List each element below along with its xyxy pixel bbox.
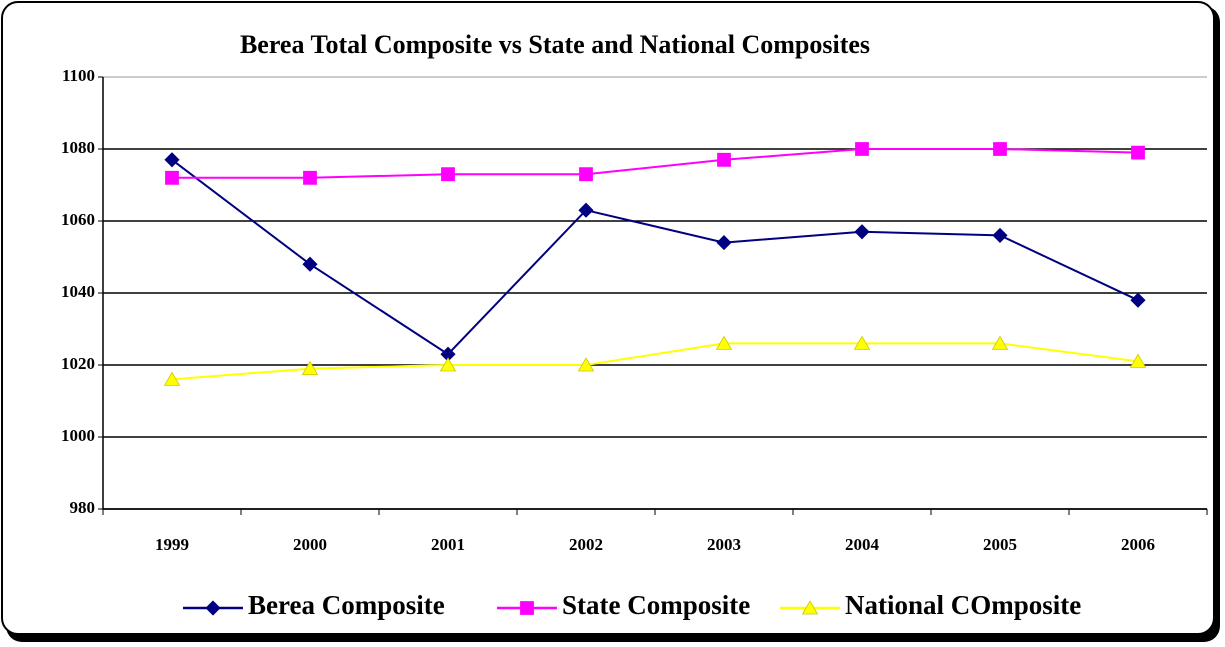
x-tick-label: 1999 (155, 535, 189, 554)
data-point (302, 256, 318, 272)
legend-marker (205, 600, 221, 616)
y-tick-label: 980 (70, 498, 96, 517)
data-point (715, 335, 733, 350)
data-point (301, 360, 319, 376)
data-point (164, 152, 180, 168)
legend-marker (801, 600, 819, 615)
series-line (171, 342, 1139, 381)
frame (1, 1, 1215, 635)
x-tick-label: 2001 (431, 535, 465, 554)
legend-label: State Composite (562, 590, 750, 620)
data-point (441, 167, 455, 182)
data-point (855, 142, 869, 156)
x-tick-label: 2002 (569, 535, 603, 554)
data-point (579, 167, 593, 182)
legend-label: Berea Composite (248, 590, 445, 620)
y-tick-label: 1060 (61, 210, 95, 229)
x-tick-label: 2006 (1121, 535, 1155, 554)
data-point (578, 202, 594, 218)
data-point (717, 152, 731, 167)
data-point (1130, 292, 1146, 308)
data-point (1129, 353, 1147, 368)
data-point (716, 235, 732, 251)
legend-label: National COmposite (845, 590, 1081, 620)
legend-marker (520, 601, 534, 615)
x-tick-label: 2003 (707, 535, 741, 554)
data-point (303, 170, 317, 185)
data-point (163, 371, 181, 386)
y-tick-label: 1100 (62, 66, 95, 85)
data-point (991, 335, 1009, 350)
data-point (439, 357, 457, 372)
series-line (172, 148, 1139, 179)
y-tick-label: 1000 (61, 426, 95, 445)
data-point (993, 142, 1007, 156)
y-tick-label: 1020 (61, 354, 95, 373)
series-line (171, 159, 1139, 356)
x-tick-label: 2005 (983, 535, 1017, 554)
data-point (165, 170, 179, 185)
data-point (854, 224, 870, 240)
x-tick-label: 2000 (293, 535, 327, 554)
data-point (853, 335, 871, 350)
data-point (577, 357, 595, 372)
x-tick-label: 2004 (845, 535, 880, 554)
y-tick-label: 1040 (61, 282, 95, 301)
chart-title: Berea Total Composite vs State and Natio… (240, 30, 870, 59)
y-tick-label: 1080 (61, 138, 95, 157)
data-point (1131, 145, 1145, 160)
data-point (992, 227, 1008, 243)
